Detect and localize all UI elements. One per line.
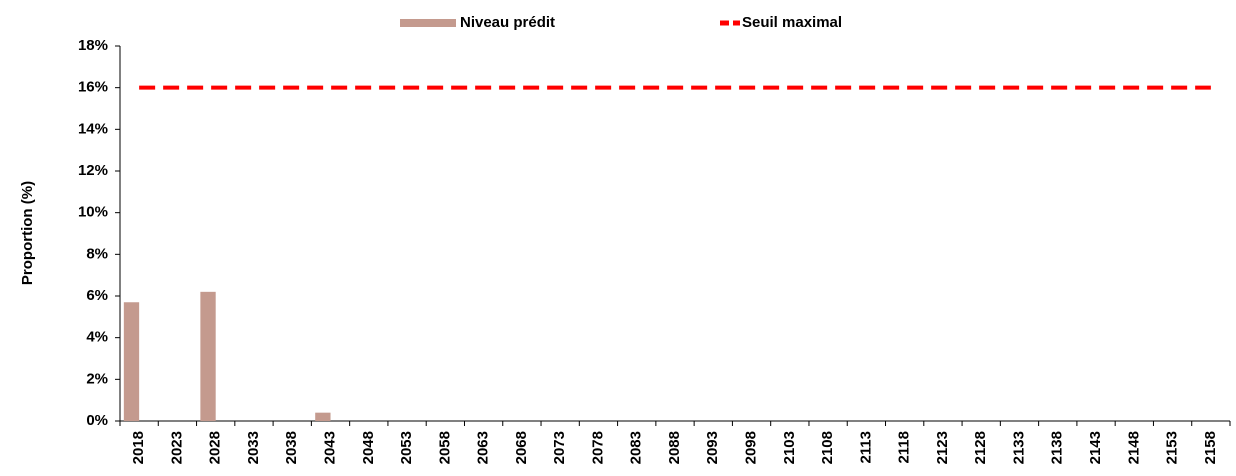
x-tick-label: 2073 [551,431,568,464]
x-tick-label: 2148 [1125,431,1142,464]
bar [123,302,140,421]
y-tick-label: 12% [78,162,108,179]
x-tick-label: 2023 [168,431,185,464]
x-tick-label: 2123 [934,431,951,464]
x-tick-label: 2033 [245,431,262,464]
x-tick-label: 2158 [1202,431,1219,464]
y-tick-label: 18% [78,37,108,54]
x-tick-label: 2133 [1010,431,1027,464]
x-tick-label: 2098 [743,431,760,464]
x-tick-label: 2113 [857,431,874,464]
x-tick-label: 2118 [896,431,913,464]
x-tick-label: 2068 [513,431,530,464]
legend-swatch [400,19,456,27]
x-tick-label: 2138 [1049,431,1066,464]
x-tick-label: 2093 [704,431,721,464]
y-tick-label: 8% [86,245,108,262]
x-tick-label: 2153 [1164,431,1181,464]
x-tick-label: 2108 [819,431,836,464]
y-tick-label: 6% [86,287,108,304]
y-tick-label: 10% [78,204,108,221]
x-tick-label: 2018 [130,431,147,464]
x-tick-label: 2088 [666,431,683,464]
y-tick-label: 14% [78,120,108,137]
legend-label: Niveau prédit [460,14,555,31]
y-tick-label: 4% [86,329,108,346]
x-tick-label: 2143 [1087,431,1104,464]
x-tick-label: 2053 [398,431,415,464]
x-tick-label: 2058 [436,431,453,464]
x-tick-label: 2078 [589,431,606,464]
y-axis-label: Proportion (%) [19,181,36,285]
bar [315,412,331,421]
y-tick-label: 2% [86,370,108,387]
x-tick-label: 2063 [475,431,492,464]
y-tick-label: 0% [86,412,108,429]
x-tick-label: 2038 [283,431,300,464]
x-tick-label: 2028 [207,431,224,464]
x-tick-label: 2048 [360,431,377,464]
x-tick-label: 2043 [321,431,338,464]
x-tick-label: 2083 [628,431,645,464]
legend-label: Seuil maximal [742,14,842,31]
bar [200,291,216,421]
x-tick-label: 2128 [972,431,989,464]
x-tick-label: 2103 [781,431,798,464]
y-tick-label: 16% [78,79,108,96]
